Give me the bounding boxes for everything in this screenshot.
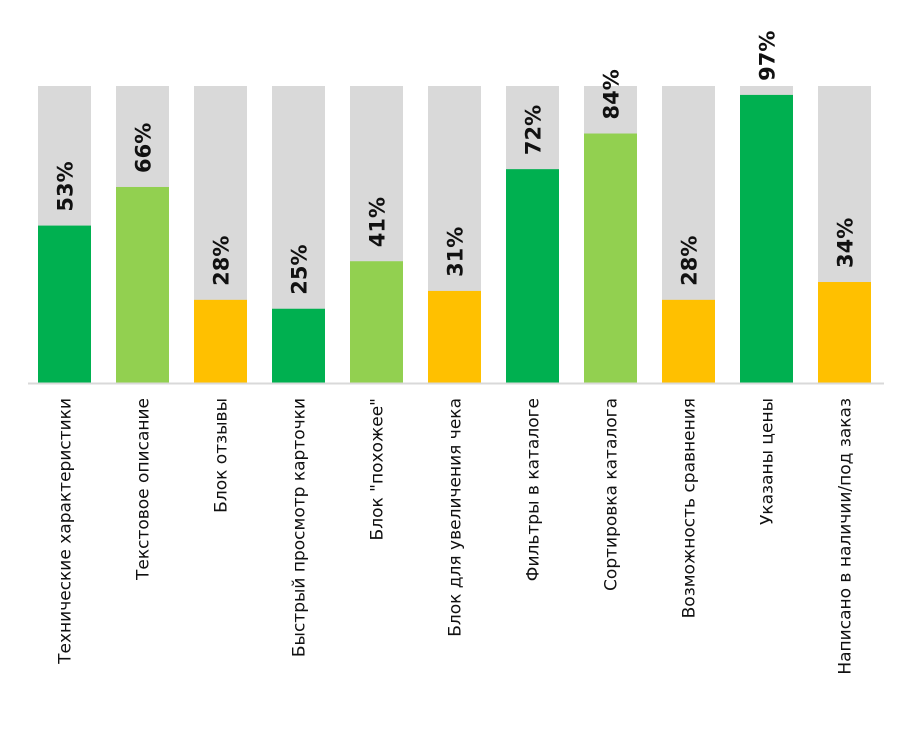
value-label-1: 66% — [132, 123, 156, 173]
category-label-9: Указаны цены — [758, 398, 778, 525]
value-bar-5 — [428, 290, 481, 383]
value-bar-6 — [506, 169, 559, 383]
value-bar-3 — [272, 308, 325, 383]
value-label-7: 84% — [600, 69, 624, 119]
category-label-0: Технические характеристики — [56, 398, 76, 665]
value-bar-9 — [740, 94, 793, 383]
value-bar-10 — [818, 282, 871, 383]
category-label-8: Возможность сравнения — [680, 398, 700, 618]
value-label-5: 31% — [444, 227, 468, 277]
value-bar-2 — [194, 299, 247, 383]
value-label-2: 28% — [210, 236, 234, 286]
category-label-6: Фильтры в каталоге — [524, 398, 544, 581]
value-label-9: 97% — [756, 31, 780, 81]
category-label-1: Текстовое описание — [134, 398, 154, 581]
value-bar-8 — [662, 299, 715, 383]
category-label-3: Быстрый просмотр карточки — [290, 398, 310, 657]
value-label-8: 28% — [678, 236, 702, 286]
value-label-10: 34% — [834, 218, 858, 268]
value-label-0: 53% — [54, 161, 78, 211]
value-labels: 53% 66% 28% 25% 41% 31% 72% 84% 28% 97% 34% — [54, 31, 858, 295]
value-bar-4 — [350, 261, 403, 383]
value-label-3: 25% — [288, 244, 312, 294]
category-label-4: Блок "похожее" — [368, 398, 388, 540]
value-bars — [38, 94, 871, 383]
value-label-4: 41% — [366, 197, 390, 247]
category-label-5: Блок для увеличения чека — [446, 398, 466, 637]
value-bar-1 — [116, 186, 169, 383]
category-labels: Технические характеристики Текстовое опис… — [56, 398, 856, 675]
category-label-10: Написано в наличии/под заказ — [836, 398, 856, 675]
value-bar-0 — [38, 225, 91, 383]
category-label-2: Блок отзывы — [212, 398, 232, 513]
category-label-7: Сортировка каталога — [602, 398, 622, 591]
value-label-6: 72% — [522, 105, 546, 155]
value-bar-7 — [584, 133, 637, 383]
